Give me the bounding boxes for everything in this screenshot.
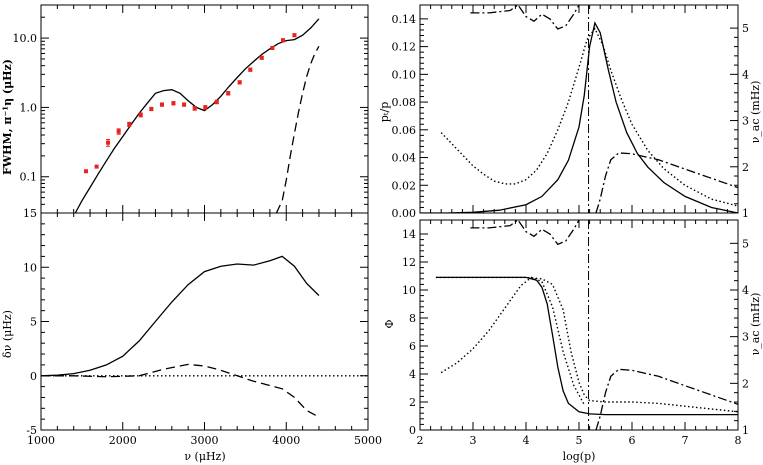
p2-xtick-label: 2000: [109, 434, 137, 447]
p1-data-point: [171, 101, 176, 106]
p4-ytick-label: 8: [409, 312, 416, 325]
p4-ytick-label: 0: [409, 424, 416, 437]
p2-ytick-label: 15: [23, 207, 37, 220]
p4-ytick-label: 14: [402, 228, 416, 241]
p3-rtick-label: 5: [742, 22, 749, 35]
p3-ytick-label: 0.14: [392, 13, 417, 26]
panel-frequency-shift: 1000 2000 3000 4000 5000 -5 0 5 10 15: [23, 207, 382, 447]
p4-ytick-label: 4: [409, 368, 416, 381]
p2-ytick-label: 5: [30, 316, 37, 329]
p1-data-point: [214, 99, 219, 104]
p1-data-point: [237, 80, 242, 85]
p1-data-point: [116, 129, 121, 134]
p2-ytick-label: 10: [23, 261, 37, 274]
p3-ylabel: pₜ/p: [378, 102, 391, 123]
p4-ylabel: Φ: [383, 319, 396, 328]
p2-xtick-label: 4000: [272, 434, 300, 447]
p3-ylabel-right: ν_ac (mHz): [749, 81, 762, 144]
p4-rtick-label: 2: [742, 377, 749, 390]
p1-data-point: [226, 91, 231, 96]
p4-right-series-0: [470, 220, 580, 246]
p1-data-point: [94, 164, 99, 169]
p3-right-series-1: [595, 152, 738, 213]
p4-xtick-label: 4: [523, 434, 530, 447]
p2-ytick-label: -5: [26, 424, 37, 437]
p1-ytick-label: 0.1: [20, 171, 38, 184]
p1-data-point: [259, 55, 264, 60]
p1-ytick-label: 10.0: [13, 32, 38, 45]
p3-ytick-label: 0.00: [392, 207, 417, 220]
p4-xtick-label: 2: [417, 434, 424, 447]
p2-line-series-0: [41, 255, 320, 377]
p1-data-point: [138, 112, 143, 117]
p1-data-point: [159, 102, 164, 107]
p4-frame: [419, 219, 739, 431]
p1-data-point: [127, 122, 132, 127]
p4-rtick-label: 4: [742, 284, 749, 297]
p3-ytick-label: 0.10: [392, 68, 417, 81]
p3-ytick-label: 0.06: [392, 124, 417, 137]
p3-rtick-label: 2: [742, 161, 749, 174]
p1-data-point: [182, 102, 187, 107]
p2-xtick-label: 1000: [27, 434, 55, 447]
p1-data-point: [106, 140, 111, 145]
p1-data-point: [192, 106, 197, 111]
p4-line-series-0: [435, 276, 738, 416]
p1-data-point: [270, 45, 275, 50]
p4-xtick-label: 7: [682, 434, 689, 447]
p4-xtick-label: 8: [735, 434, 742, 447]
p2-ytick-label: 0: [30, 370, 37, 383]
p1-data-point: [292, 33, 297, 38]
p2-ylabel: δν (μHz): [1, 310, 14, 358]
p4-xtick-label: 3: [470, 434, 477, 447]
p4-rtick-label: 5: [742, 237, 749, 250]
p1-ytick-label: 1.0: [20, 101, 38, 114]
p3-rtick-label: 1: [742, 207, 749, 220]
p3-ytick-label: 0.08: [392, 96, 417, 109]
p1-ylabel: FWHM, π⁻¹η (μHz): [1, 59, 14, 175]
p1-data-point: [280, 38, 285, 43]
p3-rtick-label: 3: [742, 115, 749, 128]
panel-fwhm: 0.1 1.0 10.0: [13, 4, 369, 214]
p4-ytick-label: 6: [409, 340, 416, 353]
p1-line-series-0: [74, 18, 320, 213]
p4-ylabel-right: ν_ac (mHz): [749, 293, 762, 356]
p4-ytick-label: 10: [402, 284, 416, 297]
p3-ytick-label: 0.02: [392, 179, 417, 192]
p4-right-series-1: [595, 368, 738, 430]
p3-ytick-label: 0.12: [392, 41, 417, 54]
p4-xlabel: log(p): [563, 450, 596, 463]
p3-right-series-0: [470, 5, 580, 30]
p3-rtick-label: 4: [742, 68, 749, 81]
p1-data-point: [248, 67, 253, 72]
p1-data-point: [83, 169, 88, 174]
panel-pressure-ratio: 0.00 0.02 0.04 0.06 0.08 0.10 0.12 0.14 1 2 3 4 5: [392, 4, 749, 220]
p4-ytick-label: 2: [409, 396, 416, 409]
p3-line-series-0: [420, 21, 738, 213]
p2-xtick-label: 5000: [354, 434, 382, 447]
p2-xtick-label: 3000: [191, 434, 219, 447]
p4-xtick-label: 6: [629, 434, 636, 447]
p1-data-point: [149, 106, 154, 111]
p4-rtick-label: 1: [742, 424, 749, 437]
p2-xlabel: ν (μHz): [184, 450, 225, 463]
p1-line-series-1: [275, 45, 320, 213]
p4-rtick-label: 3: [742, 331, 749, 344]
p4-line-series-2: [440, 276, 585, 406]
p3-ytick-label: 0.04: [392, 152, 417, 165]
p2-frame: [40, 212, 369, 431]
p3-frame: [419, 4, 739, 214]
p4-ytick-label: 12: [402, 256, 416, 269]
p4-line-series-1: [435, 276, 738, 413]
p3-line-series-1: [440, 27, 738, 207]
p1-data-point: [203, 105, 208, 110]
p4-xtick-label: 5: [576, 434, 583, 447]
